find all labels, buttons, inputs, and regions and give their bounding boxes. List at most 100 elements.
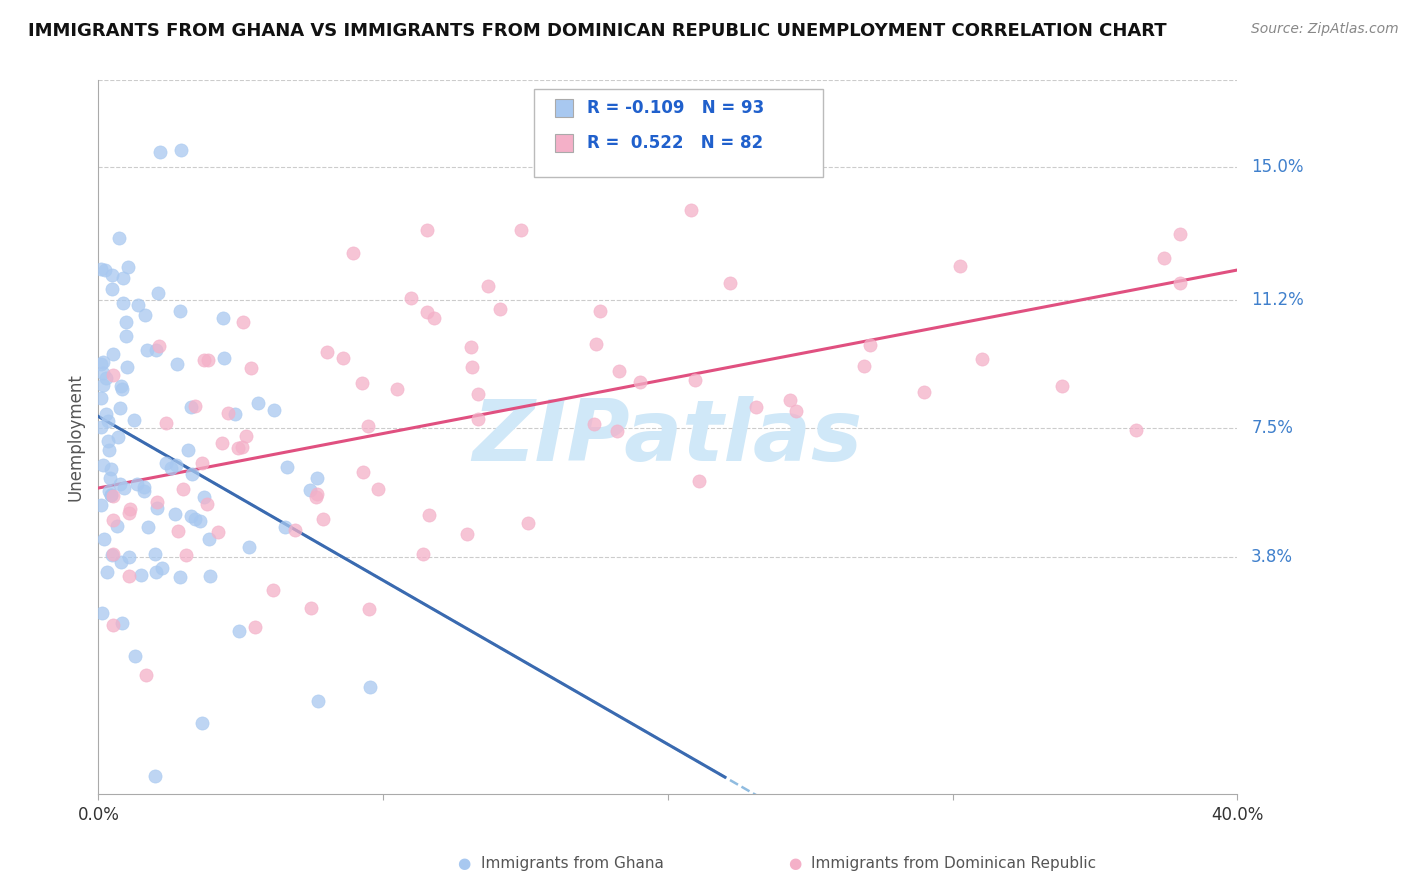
Point <box>98 484 121 499</box>
Point <box>243 620 266 634</box>
Point <box>679 202 702 217</box>
Point <box>112 481 135 495</box>
Point <box>115 329 138 343</box>
Point <box>589 303 612 318</box>
Point <box>91 366 114 380</box>
Point <box>718 276 741 290</box>
Y-axis label: Unemployment: Unemployment <box>66 373 84 501</box>
Point <box>193 353 215 368</box>
Point <box>1170 277 1192 291</box>
Point <box>108 231 131 245</box>
Point <box>583 417 606 431</box>
Point <box>108 477 131 491</box>
Point <box>352 465 374 479</box>
Point <box>169 303 191 318</box>
Point <box>177 443 200 458</box>
Point <box>1052 379 1074 393</box>
Point <box>970 352 993 367</box>
Point <box>298 483 321 497</box>
Point <box>585 337 607 351</box>
Point <box>111 615 134 630</box>
Point <box>190 456 212 470</box>
Point <box>146 501 169 516</box>
Point <box>195 497 218 511</box>
Point <box>94 370 117 384</box>
Point <box>103 347 125 361</box>
Point <box>305 491 328 505</box>
Point <box>172 483 194 497</box>
Point <box>101 268 124 283</box>
Point <box>146 286 169 301</box>
Point <box>232 315 254 329</box>
Point <box>200 569 222 583</box>
Point <box>167 524 190 538</box>
Point <box>357 601 380 615</box>
Point <box>101 489 124 503</box>
Point <box>387 382 409 396</box>
Point <box>226 442 249 456</box>
Point <box>859 338 882 352</box>
Point <box>96 566 118 580</box>
Point <box>416 223 439 237</box>
Point <box>460 341 482 355</box>
Point <box>166 357 188 371</box>
Point <box>412 548 434 562</box>
Point <box>101 547 124 561</box>
Text: R =  0.522   N = 82: R = 0.522 N = 82 <box>588 134 763 152</box>
Point <box>90 261 112 276</box>
Point <box>101 282 124 296</box>
Point <box>118 569 141 583</box>
Point <box>97 414 120 428</box>
Point <box>111 382 134 396</box>
Point <box>184 512 207 526</box>
Point <box>115 360 138 375</box>
Point <box>148 339 170 353</box>
Text: R = -0.109   N = 93: R = -0.109 N = 93 <box>588 99 765 117</box>
Point <box>110 379 132 393</box>
Point <box>98 443 121 458</box>
Point <box>143 769 166 783</box>
Point <box>165 458 187 472</box>
Point <box>135 668 157 682</box>
Point <box>108 401 131 416</box>
Point <box>307 694 329 708</box>
Point <box>134 308 156 322</box>
Point <box>91 458 114 473</box>
Point <box>90 420 112 434</box>
Point <box>235 429 257 443</box>
Point <box>193 490 215 504</box>
Point <box>115 315 138 329</box>
Point <box>134 480 156 494</box>
Point <box>217 406 239 420</box>
Point <box>136 520 159 534</box>
Point <box>105 519 128 533</box>
Point <box>120 501 142 516</box>
Point <box>263 402 285 417</box>
Point <box>118 506 141 520</box>
Point <box>214 351 236 365</box>
Point <box>118 550 141 565</box>
Point <box>90 498 112 512</box>
Point <box>467 386 489 401</box>
Point <box>307 470 329 484</box>
Point <box>107 430 129 444</box>
Point <box>312 512 335 526</box>
Point <box>332 351 354 366</box>
Text: ●: ● <box>457 856 471 871</box>
Point <box>350 376 373 390</box>
Point <box>949 259 972 273</box>
Point <box>96 407 118 421</box>
Text: Source: ZipAtlas.com: Source: ZipAtlas.com <box>1251 22 1399 37</box>
Point <box>94 263 117 277</box>
Point <box>263 583 285 598</box>
Point <box>101 513 124 527</box>
Point <box>607 364 630 378</box>
Point <box>155 456 177 470</box>
Text: 15.0%: 15.0% <box>1251 158 1303 177</box>
Point <box>145 565 167 579</box>
Text: 7.5%: 7.5% <box>1251 419 1294 437</box>
Point <box>159 460 181 475</box>
Point <box>91 354 114 368</box>
Point <box>399 291 422 305</box>
Point <box>169 570 191 584</box>
